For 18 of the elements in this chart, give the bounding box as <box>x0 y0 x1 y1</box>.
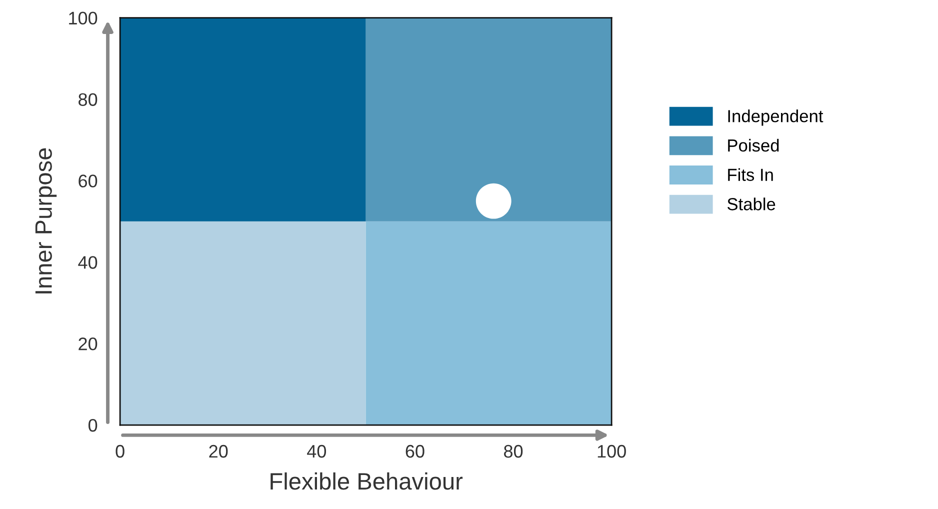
x-tick-label: 40 <box>307 444 326 458</box>
legend-label: Stable <box>727 198 776 210</box>
x-tick-label: 20 <box>209 444 228 458</box>
legend-label: Poised <box>728 138 779 152</box>
x-tick-label: 80 <box>504 444 523 458</box>
y-tick-label: 40 <box>78 256 98 269</box>
legend-label: Independent <box>728 110 824 126</box>
x-tick-label: 60 <box>406 444 424 458</box>
y-tick-label: 80 <box>78 93 98 106</box>
y-tick-label: 100 <box>69 12 98 25</box>
legend-label: Fits In <box>728 168 773 181</box>
x-axis-title: Flexible Behaviour <box>270 472 463 490</box>
y-tick-label: 0 <box>88 418 98 432</box>
y-axis-title: Inner Purpose <box>35 148 57 294</box>
x-tick-label: 100 <box>598 444 626 458</box>
x-tick-label: 0 <box>116 444 124 458</box>
y-tick-label: 60 <box>78 174 98 188</box>
y-tick-label: 20 <box>78 338 98 350</box>
